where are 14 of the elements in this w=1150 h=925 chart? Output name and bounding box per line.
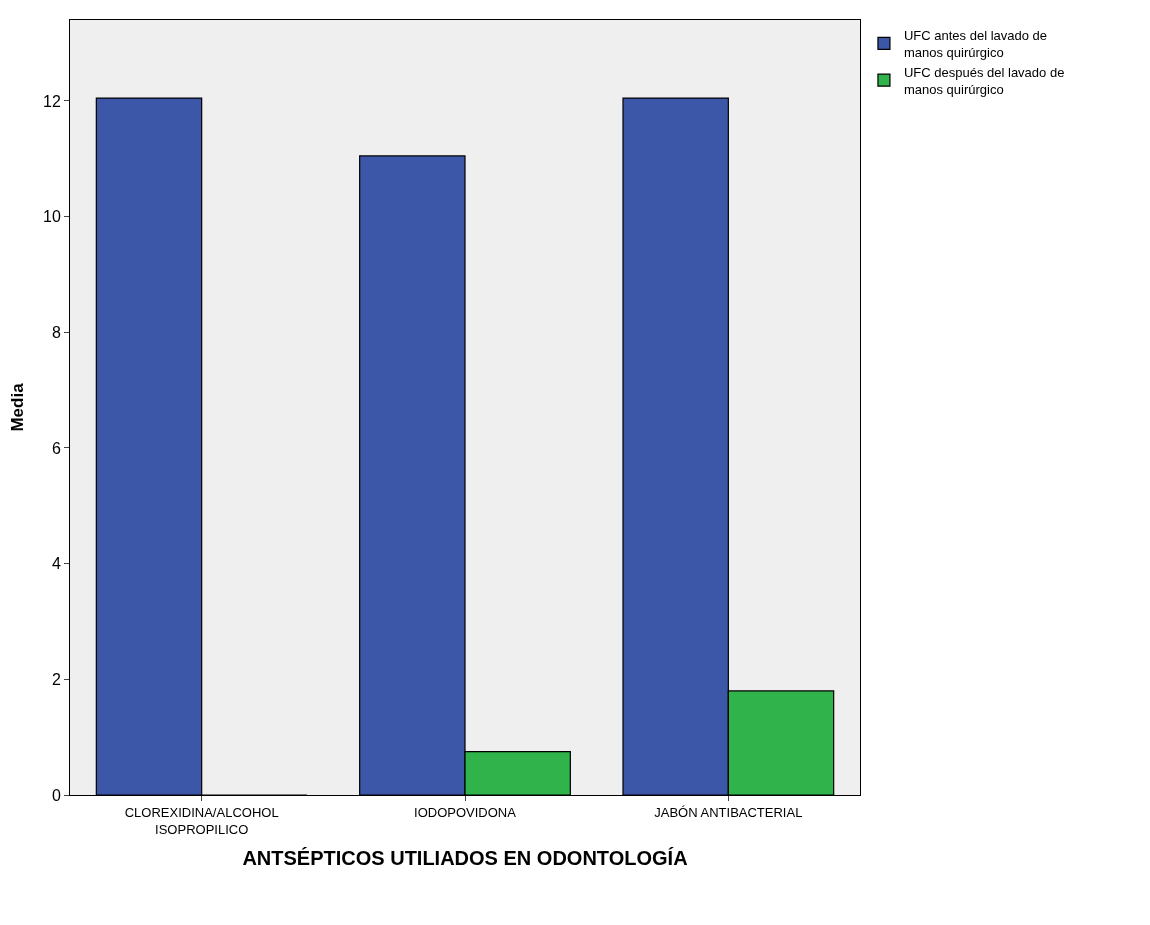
y-tick-label: 6	[51, 439, 61, 457]
x-tick-label: CLOREXIDINA/ALCOHOL ISOPROPILICO	[124, 804, 279, 837]
y-tick-label: 4	[51, 555, 61, 573]
y-tick-label: 10	[43, 208, 61, 226]
y-tick-label: 12	[43, 92, 61, 110]
y-tick-label: 8	[51, 323, 61, 341]
x-tick-label: IODOPOVIDONA	[414, 804, 517, 820]
y-tick-label: 2	[51, 670, 61, 688]
legend-label: UFC después del lavado de manos quirúrgico	[903, 64, 1065, 97]
x-axis-title: ANTSÉPTICOS UTILIADOS EN ODONTOLOGÍA	[242, 847, 688, 869]
y-axis-title: Media	[7, 382, 27, 432]
y-tick-label: 0	[51, 786, 61, 804]
legend-label: UFC antes del lavado de manos quirúrgico	[903, 28, 1048, 60]
x-tick-label: JABÓN ANTIBACTERIAL	[654, 804, 803, 820]
